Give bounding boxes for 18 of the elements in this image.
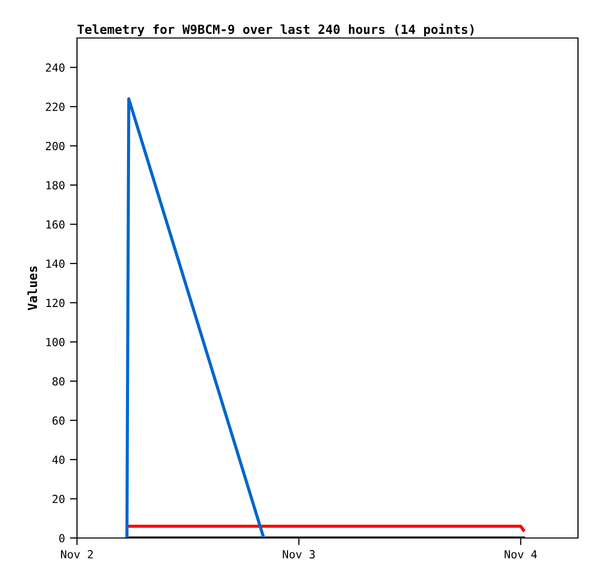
y-tick-label: 200 (46, 142, 64, 150)
y-tick-label: 220 (46, 102, 64, 112)
y-tick-label: 80 (52, 377, 64, 386)
y-tick-label: 20 (52, 494, 64, 504)
y-axis-title: Values (27, 266, 38, 310)
y-tick-label: 140 (46, 259, 64, 268)
y-tick-label: 0 (59, 534, 64, 542)
y-tick-label: 160 (46, 220, 64, 229)
y-tick-label: 100 (46, 338, 64, 346)
x-tick-label: Nov 4 (504, 550, 537, 558)
y-tick-label: 180 (46, 181, 64, 190)
y-tick-label: 240 (46, 63, 64, 72)
x-tick-label: Nov 3 (282, 550, 315, 558)
x-tick-label: Nov 2 (61, 550, 93, 558)
y-tick-label: 60 (52, 416, 64, 425)
y-tick-label: 120 (46, 298, 64, 308)
chart-title: Telemetry for W9BCM-9 over last 240 hours (14 points) (78, 24, 474, 36)
y-tick-label: 40 (52, 456, 64, 464)
